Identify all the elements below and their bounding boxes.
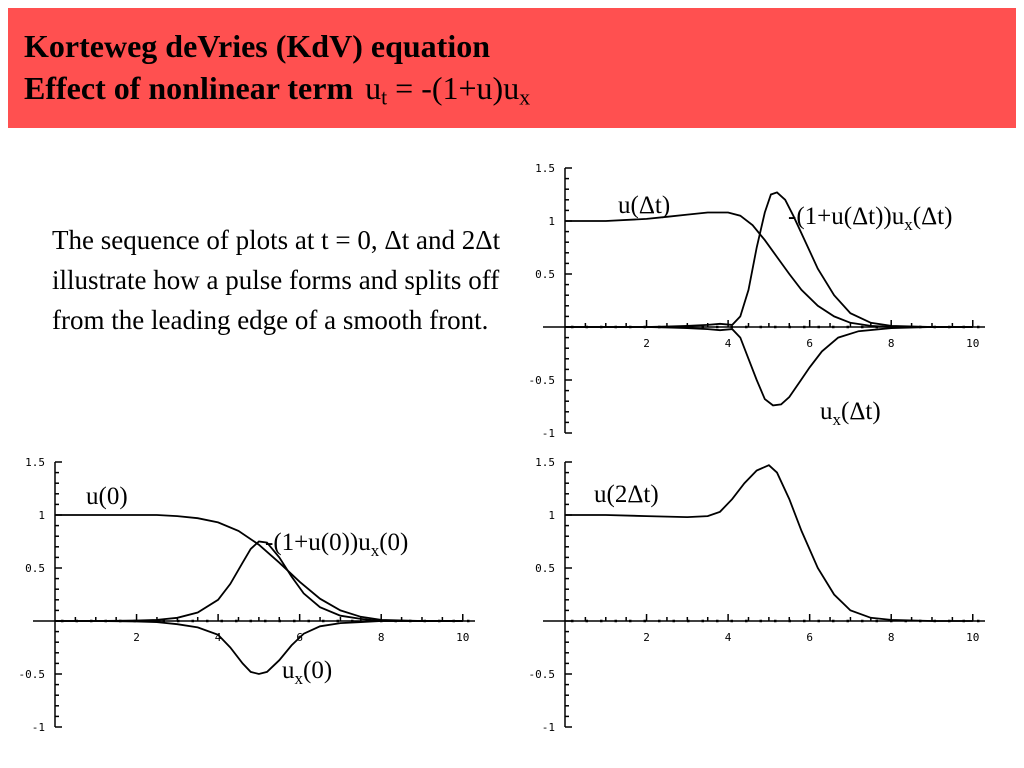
equation-formula: ut = -(1+u)ux <box>365 69 531 110</box>
annotation-text: (Δt) <box>913 203 953 230</box>
y-tick-label: -1 <box>542 721 555 734</box>
y-tick-label: 0.5 <box>535 268 555 281</box>
y-tick-label: 1 <box>548 509 555 522</box>
series-line-2 <box>55 620 463 675</box>
annotation-text: (0) <box>303 657 332 684</box>
y-tick-label: 0.5 <box>535 562 555 575</box>
x-tick-label: 8 <box>888 631 895 644</box>
annotation-text: u(Δt) <box>618 192 670 219</box>
annotation-text: u(0) <box>86 483 128 510</box>
series-line-0 <box>565 211 973 328</box>
plot-t-dt: 1.510.5-0.5-12 4 6 8 10u(Δt) -(1+u(Δt))ux(Δt)… <box>529 162 985 440</box>
curve-annotation: -(1+u(Δt))ux(Δt) <box>788 203 952 234</box>
x-tick-label: 10 <box>966 631 979 644</box>
series-line-0 <box>565 464 973 622</box>
curve-annotation: u(Δt) <box>618 192 670 219</box>
y-tick-label: -1 <box>32 721 45 734</box>
description-text: The sequence of plots at t = 0, Δt and 2… <box>52 225 501 335</box>
y-tick-label: 1.5 <box>535 162 555 175</box>
y-tick-label: 0.5 <box>25 562 45 575</box>
annotation-text: (0) <box>379 529 408 556</box>
curve-annotation: -(1+u(0))ux(0) <box>265 529 408 560</box>
annotation-subscript: x <box>371 541 380 560</box>
y-tick-label: -1 <box>542 427 555 440</box>
curve-annotation: ux(0) <box>282 657 332 688</box>
y-tick-label: -0.5 <box>529 374 556 387</box>
curve-annotation: u(2Δt) <box>594 481 659 508</box>
annotation-subscript: x <box>904 215 913 234</box>
annotation-text: u <box>820 398 833 425</box>
annotation-text: -(1+u(0))u <box>265 529 371 556</box>
annotation-text: u(2Δt) <box>594 481 659 508</box>
x-tick-label: 6 <box>806 337 813 350</box>
curve-annotation: u(0) <box>86 483 128 510</box>
annotation-subscript: x <box>833 410 842 429</box>
x-tick-label: 10 <box>966 337 979 350</box>
title-bar: Korteweg deVries (KdV) equation Effect o… <box>8 8 1016 128</box>
y-tick-label: 1.5 <box>25 456 45 469</box>
y-tick-label: -0.5 <box>19 668 46 681</box>
series-line-1 <box>565 191 973 328</box>
x-tick-label: 2 <box>133 631 140 644</box>
annotation-subscript: x <box>295 669 304 688</box>
plot-t-2dt: 1.5 1 0.5 -0.5 -1 2 4 6 8 10 u(2Δt) <box>529 456 985 734</box>
annotation-text: -(1+u(Δt))u <box>788 203 905 230</box>
curve-annotation: ux(Δt) <box>820 398 881 429</box>
x-tick-label: 8 <box>888 337 895 350</box>
annotation-text: (Δt) <box>841 398 881 425</box>
y-tick-label: 1.5 <box>535 456 555 469</box>
x-tick-label: 6 <box>806 631 813 644</box>
series-line-1 <box>55 540 463 622</box>
x-tick-label: 8 <box>378 631 385 644</box>
x-tick-label: 2 <box>643 631 650 644</box>
series-line-2 <box>565 326 973 407</box>
x-tick-label: 4 <box>725 631 732 644</box>
x-tick-label: 4 <box>725 337 732 350</box>
slide-title: Korteweg deVries (KdV) equation <box>24 28 490 64</box>
x-tick-label: 4 <box>215 631 222 644</box>
slide-subtitle-line: Effect of nonlinear term ut = -(1+u)ux <box>24 68 1016 110</box>
y-tick-label: 1 <box>548 215 555 228</box>
y-tick-label: 1 <box>38 509 45 522</box>
plot-t-0: 1.510.5-0.5-12 4 6 8 10u(0)-(1+u(0))ux(0)ux(… <box>19 456 475 734</box>
x-tick-label: 2 <box>643 337 650 350</box>
slide-subtitle: Effect of nonlinear term <box>24 69 354 106</box>
series-line-0 <box>55 514 463 622</box>
x-tick-label: 10 <box>456 631 469 644</box>
annotation-text: u <box>282 657 295 684</box>
y-tick-label: -0.5 <box>529 668 556 681</box>
